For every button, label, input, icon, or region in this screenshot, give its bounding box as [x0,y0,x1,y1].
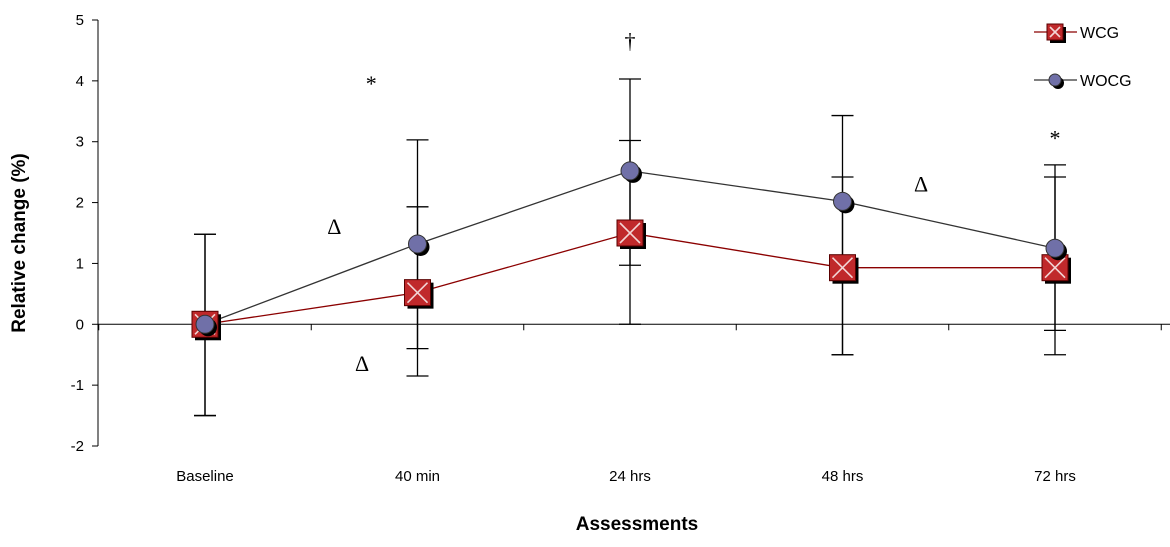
square-marker-cross [619,222,641,244]
y-tick-label: -1 [71,377,84,394]
axes-layer [92,19,1170,447]
square-marker-cross [1049,26,1061,38]
y-tick-label: 0 [76,316,84,333]
annotation-symbol: Δ [914,171,928,196]
x-axis-title: Assessments [576,514,699,535]
y-axis-title: Relative change (%) [9,153,30,333]
x-tick-label: Baseline [176,468,234,485]
circle-marker [1048,73,1062,87]
y-tick-label: 1 [76,255,84,272]
x-tick-label: 24 hrs [609,468,651,485]
annotation-symbol: * [366,71,377,96]
labels-layer: -2 -1 0 1 2 3 4 5 Baseline 40 min 24 hrs 48 hrs 72 h… [71,12,1076,485]
circle-marker [620,161,640,181]
x-tick-label: 72 hrs [1034,468,1076,485]
legend-label-wcg: WCG [1080,25,1119,42]
square-marker-cross [406,282,429,304]
y-tick-label: 3 [76,134,84,151]
legend: WCG WOCG [1034,23,1132,90]
legend-label-wocg: WOCG [1080,73,1132,90]
y-tick-label: -2 [71,438,84,455]
circle-marker [833,191,852,211]
annotation-symbol: * [1050,126,1061,151]
y-tick-label: 5 [76,12,84,29]
annotation-symbol: Δ [355,351,369,376]
y-tick-label: 2 [76,195,84,212]
x-tick-label: 40 min [395,468,440,485]
square-marker-cross [831,257,854,279]
circle-marker [408,234,427,254]
y-tick-label: 4 [76,73,84,90]
markers-layer [191,161,1071,341]
x-tick-label: 48 hrs [822,468,864,485]
annotation-symbol: † [625,28,636,53]
annotation-symbol: Δ [327,214,341,239]
circle-marker [195,314,215,334]
square-marker-cross [1044,257,1066,279]
circle-marker [1045,238,1065,258]
